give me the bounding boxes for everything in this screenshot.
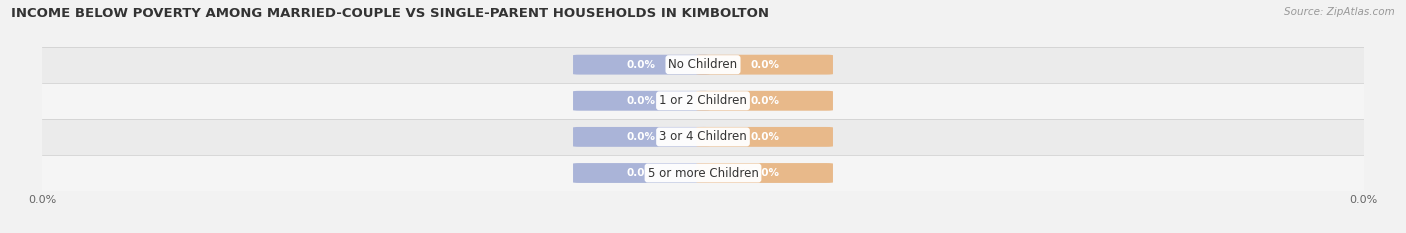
- Text: 0.0%: 0.0%: [751, 168, 779, 178]
- FancyBboxPatch shape: [696, 55, 832, 75]
- Text: 0.0%: 0.0%: [627, 96, 655, 106]
- FancyBboxPatch shape: [574, 55, 710, 75]
- FancyBboxPatch shape: [696, 163, 832, 183]
- Bar: [42, 83, 1364, 119]
- Text: No Children: No Children: [668, 58, 738, 71]
- Text: Source: ZipAtlas.com: Source: ZipAtlas.com: [1284, 7, 1395, 17]
- Text: 5 or more Children: 5 or more Children: [648, 167, 758, 179]
- Text: INCOME BELOW POVERTY AMONG MARRIED-COUPLE VS SINGLE-PARENT HOUSEHOLDS IN KIMBOLT: INCOME BELOW POVERTY AMONG MARRIED-COUPL…: [11, 7, 769, 20]
- Bar: [42, 155, 1364, 191]
- FancyBboxPatch shape: [574, 127, 710, 147]
- Bar: [42, 119, 1364, 155]
- FancyBboxPatch shape: [574, 91, 710, 111]
- FancyBboxPatch shape: [696, 91, 832, 111]
- Text: 0.0%: 0.0%: [751, 132, 779, 142]
- FancyBboxPatch shape: [574, 163, 710, 183]
- Text: 0.0%: 0.0%: [751, 60, 779, 70]
- FancyBboxPatch shape: [696, 127, 832, 147]
- Text: 0.0%: 0.0%: [627, 60, 655, 70]
- Text: 3 or 4 Children: 3 or 4 Children: [659, 130, 747, 143]
- Text: 0.0%: 0.0%: [627, 168, 655, 178]
- Bar: [42, 47, 1364, 83]
- Text: 1 or 2 Children: 1 or 2 Children: [659, 94, 747, 107]
- Text: 0.0%: 0.0%: [751, 96, 779, 106]
- Text: 0.0%: 0.0%: [627, 132, 655, 142]
